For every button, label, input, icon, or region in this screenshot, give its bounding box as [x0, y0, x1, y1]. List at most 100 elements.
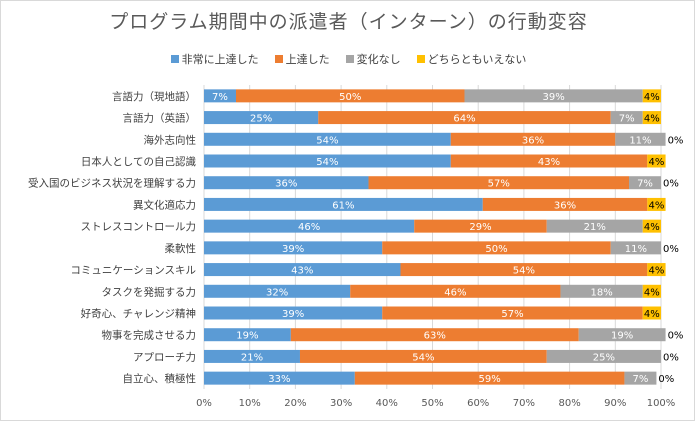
legend-label: 非常に上達した [181, 53, 259, 66]
data-label: 4% [648, 200, 664, 211]
bar-segment [560, 284, 643, 298]
bar-segment [642, 284, 661, 298]
category-label: 異文化適応力 [133, 198, 196, 211]
bar-segment [450, 154, 648, 168]
bar-segment [318, 111, 611, 125]
data-label: 19% [236, 331, 258, 342]
data-label: 32% [266, 287, 288, 298]
bar-segment [642, 111, 661, 125]
bar-segment [400, 263, 648, 277]
data-label: 46% [298, 222, 320, 233]
bar-segment [382, 241, 611, 255]
bar-segment [578, 328, 666, 342]
chart-title: プログラム期間中の派遣者（インターン）の行動変容 [109, 11, 588, 33]
data-label: 4% [644, 114, 660, 125]
data-label: 7% [632, 374, 648, 385]
bar-segment [414, 219, 547, 233]
data-label: 61% [332, 200, 354, 211]
bar-segment [354, 371, 625, 385]
x-tick-label: 30% [330, 398, 352, 409]
bar-segment [642, 219, 661, 233]
category-label: 海外志向性 [144, 133, 197, 146]
data-label: 50% [485, 244, 507, 255]
data-label: 54% [316, 157, 338, 168]
bar-segment [647, 197, 666, 211]
x-tick-label: 100% [647, 398, 676, 409]
data-label: 54% [412, 352, 434, 363]
legend-item-very-improved: 非常に上達した [170, 51, 259, 67]
data-label: 0% [668, 135, 684, 146]
data-label: 50% [339, 92, 361, 103]
legend-item-improved: 上達した [274, 51, 330, 67]
bar-segment [546, 219, 643, 233]
x-tick-label: 40% [376, 398, 398, 409]
category-label: 物事を完成させる力 [102, 329, 197, 342]
category-label: ストレスコントロール力 [81, 220, 197, 233]
data-label: 11% [629, 135, 651, 146]
category-label: 柔軟性 [165, 242, 197, 255]
data-label: 33% [268, 374, 290, 385]
data-label: 11% [625, 244, 647, 255]
bar-segment [204, 154, 451, 168]
bar-segment [204, 349, 300, 363]
data-label: 7% [637, 179, 653, 190]
data-label: 0% [663, 244, 679, 255]
bar-segment [299, 349, 547, 363]
data-label: 39% [282, 309, 304, 320]
bar-segment [610, 111, 643, 125]
bar-segment [350, 284, 561, 298]
bar-segment [204, 328, 291, 342]
bar-segment [450, 132, 616, 146]
category-label: 言語力（現地語） [112, 90, 196, 103]
bar-segment [204, 263, 401, 277]
bar-segment [642, 89, 661, 103]
data-label: 0% [663, 179, 679, 190]
legend-item-undecided: どちらともいえない [416, 51, 526, 67]
legend-swatch [274, 55, 283, 63]
category-label: タスクを発掘する力 [102, 285, 197, 298]
x-tick-label: 70% [513, 398, 535, 409]
data-label: 39% [542, 92, 564, 103]
category-label: 日本人としての自己認識 [81, 155, 197, 168]
legend-label: 上達した [285, 53, 330, 66]
data-label: 4% [644, 222, 660, 233]
category-label: 言語力（英語） [123, 112, 197, 125]
data-label: 43% [538, 157, 560, 168]
data-label: 63% [424, 331, 446, 342]
bar-segment [382, 306, 643, 320]
data-label: 25% [593, 352, 615, 363]
x-tick-label: 10% [239, 398, 261, 409]
data-label: 21% [584, 222, 606, 233]
x-tick-label: 80% [558, 398, 580, 409]
data-label: 39% [282, 244, 304, 255]
bar-segment [204, 284, 351, 298]
data-label: 19% [611, 331, 633, 342]
bar-segment [482, 197, 648, 211]
bar-segment [647, 154, 666, 168]
category-label: 受入国のビジネス状況を理解する力 [28, 177, 196, 190]
data-label: 4% [644, 92, 660, 103]
data-label: 21% [241, 352, 263, 363]
bar-segment [642, 306, 661, 320]
data-label: 46% [444, 287, 466, 298]
bar-segment [647, 263, 666, 277]
data-label: 36% [522, 135, 544, 146]
data-label: 0% [663, 352, 679, 363]
data-label: 7% [212, 92, 228, 103]
data-label: 18% [590, 287, 612, 298]
data-label: 25% [250, 114, 272, 125]
data-label: 36% [275, 179, 297, 190]
bar-segment [204, 371, 355, 385]
data-label: 36% [554, 200, 576, 211]
legend-swatch [170, 55, 179, 63]
category-label: アプローチ力 [133, 350, 196, 363]
data-label: 7% [619, 114, 635, 125]
bar-segment [610, 241, 661, 255]
bar-segment [204, 306, 383, 320]
legend-item-no-change: 変化なし [345, 51, 401, 67]
data-label: 0% [668, 331, 684, 342]
data-label: 59% [479, 374, 501, 385]
x-tick-label: 90% [604, 398, 626, 409]
